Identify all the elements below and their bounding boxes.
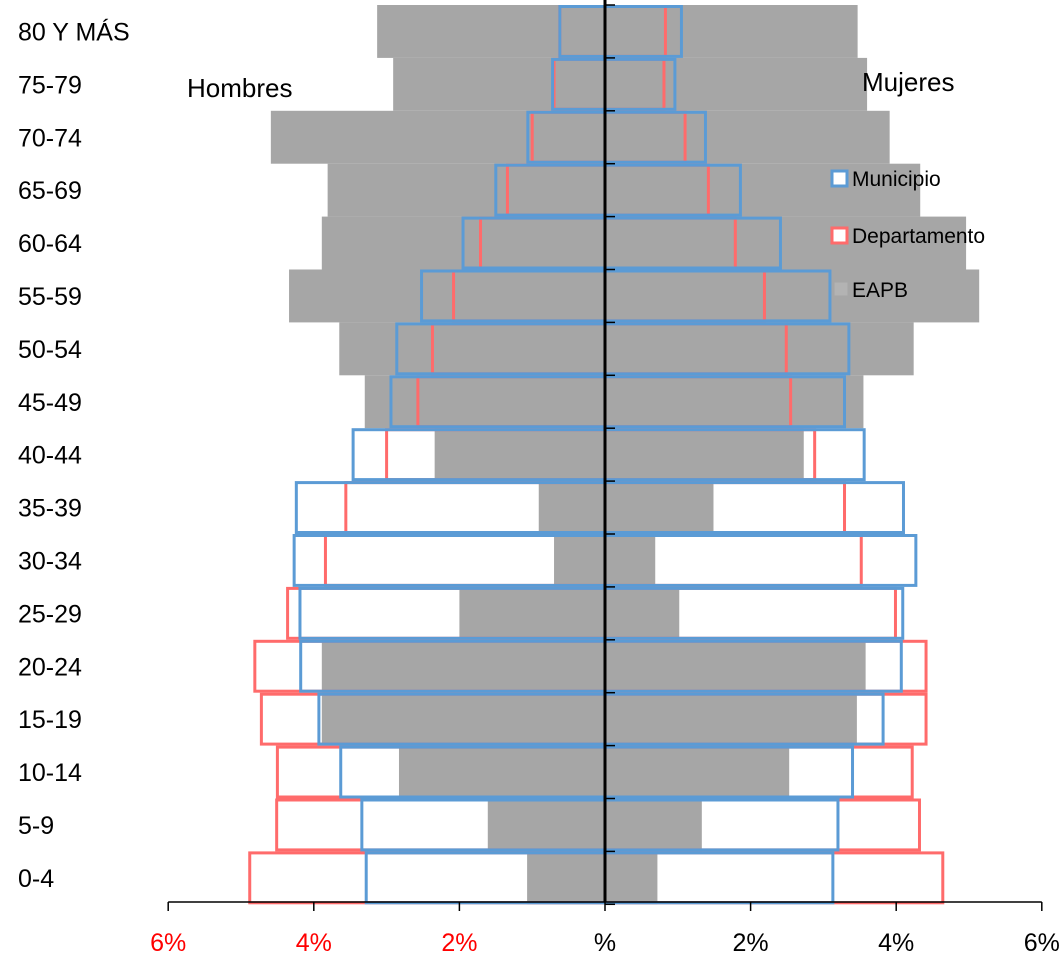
eapb-bar-women-75-79 xyxy=(605,57,868,111)
eapb-bar-men-25-29 xyxy=(459,586,605,640)
eapb-bar-men-75-79 xyxy=(393,57,605,111)
y-tick-label-30-34: 30-34 xyxy=(18,547,82,575)
y-tick-label-65-69: 65-69 xyxy=(18,177,82,205)
eapb-bar-women-45-49 xyxy=(605,375,864,429)
eapb-bar-women-5-9 xyxy=(605,798,702,852)
y-tick-label-70-74: 70-74 xyxy=(18,124,82,152)
eapb-bar-women-50-54 xyxy=(605,322,914,376)
eapb-bar-men-0-4 xyxy=(527,851,605,905)
eapb-bar-women-40-44 xyxy=(605,428,804,482)
eapb-bar-women-55-59 xyxy=(605,269,980,323)
x-axis-labels: 6% 4% 2%% 2% 4% 6% xyxy=(150,929,1060,956)
eapb-bar-women-25-29 xyxy=(605,586,680,640)
y-tick-label-60-64: 60-64 xyxy=(18,230,82,258)
legend-label-municipio: Municipio xyxy=(852,168,941,191)
eapb-bar-women-15-19 xyxy=(605,692,857,746)
eapb-bar-women-65-69 xyxy=(605,163,921,217)
y-tick-label-15-19: 15-19 xyxy=(18,706,82,734)
eapb-bar-women-20-24 xyxy=(605,639,866,693)
y-tick-label-45-49: 45-49 xyxy=(18,389,82,417)
eapb-bars xyxy=(270,5,980,905)
y-axis-labels: 0-4 5-9 10-14 15-19 20-24 25-29 30-34 35-39 40-4… xyxy=(18,17,130,892)
y-tick-label-20-24: 20-24 xyxy=(18,653,82,681)
legend-label-departamento: Departamento xyxy=(852,225,985,248)
y-tick-label-55-59: 55-59 xyxy=(18,283,82,311)
eapb-bar-women-30-34 xyxy=(605,534,656,587)
x-tick-label: 2% xyxy=(441,929,477,956)
eapb-bar-women-70-74 xyxy=(605,110,890,164)
x-tick-label: 2% xyxy=(733,929,769,956)
legend-swatch-departamento xyxy=(830,226,849,245)
y-tick-label-0-4: 0-4 xyxy=(18,865,54,893)
eapb-bar-women-10-14 xyxy=(605,745,790,799)
eapb-bar-women-0-4 xyxy=(605,851,658,905)
legend: Municipio Departamento EAPB xyxy=(830,168,985,302)
y-tick-label-25-29: 25-29 xyxy=(18,600,82,628)
y-tick-label-5-9: 5-9 xyxy=(18,812,54,840)
eapb-bar-women-35-39 xyxy=(605,481,714,534)
legend-item-eapb: EAPB xyxy=(833,279,908,302)
y-tick-label-75-79: 75-79 xyxy=(18,71,82,99)
eapb-bar-men-35-39 xyxy=(538,481,605,534)
eapb-bar-men-65-69 xyxy=(327,163,605,217)
eapb-bar-men-20-24 xyxy=(321,639,605,693)
eapb-bar-women-80-y-m-s xyxy=(605,5,858,58)
legend-swatch-municipio xyxy=(830,169,849,188)
eapb-bar-men-80-y-m-s xyxy=(377,5,605,58)
y-tick-label-80-y-m-s: 80 Y MÁS xyxy=(18,17,130,46)
eapb-bar-women-60-64 xyxy=(605,216,967,270)
x-tick-label: 4% xyxy=(296,929,332,956)
legend-label-eapb: EAPB xyxy=(852,279,908,302)
y-tick-label-10-14: 10-14 xyxy=(18,759,82,787)
y-tick-label-50-54: 50-54 xyxy=(18,336,82,364)
x-tick-label: 6% xyxy=(150,929,186,956)
eapb-bar-men-15-19 xyxy=(321,692,605,746)
y-tick-label-40-44: 40-44 xyxy=(18,442,82,470)
eapb-bar-men-30-34 xyxy=(554,534,605,587)
eapb-bar-men-55-59 xyxy=(289,269,605,323)
eapb-bar-men-50-54 xyxy=(339,322,605,376)
x-tick-label: % xyxy=(594,929,616,956)
x-tick-label: 6% xyxy=(1024,929,1060,956)
legend-swatch-eapb xyxy=(833,281,849,297)
axes xyxy=(167,0,1043,911)
men-group-label: Hombres xyxy=(187,73,292,103)
legend-item-departamento: Departamento xyxy=(830,225,985,248)
eapb-bar-men-45-49 xyxy=(364,375,605,429)
eapb-bar-men-40-44 xyxy=(434,428,605,482)
eapb-bar-men-5-9 xyxy=(487,798,605,852)
x-tick-label: 4% xyxy=(878,929,914,956)
legend-item-municipio: Municipio xyxy=(830,168,941,191)
eapb-bar-men-70-74 xyxy=(270,110,605,164)
eapb-bar-men-10-14 xyxy=(398,745,605,799)
women-group-label: Mujeres xyxy=(862,67,954,97)
y-tick-label-35-39: 35-39 xyxy=(18,495,82,523)
